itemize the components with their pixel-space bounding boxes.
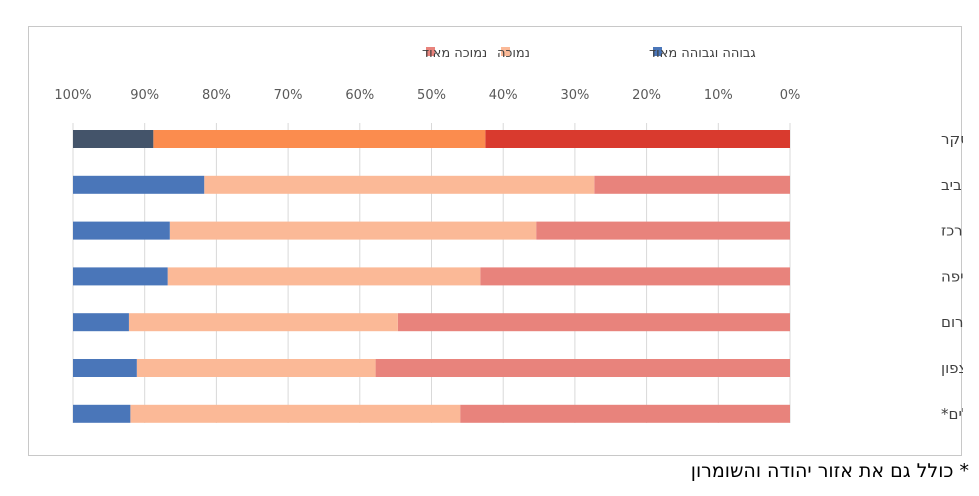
bar-segment xyxy=(460,404,790,423)
category-label: ירושלים* xyxy=(941,405,963,423)
bar-segment xyxy=(153,130,486,148)
legend-swatch xyxy=(426,47,435,56)
category-label: המרכז xyxy=(941,222,963,240)
bar-segment xyxy=(204,175,595,194)
bar-segment xyxy=(73,130,154,148)
x-tick-label: 100% xyxy=(54,88,91,103)
legend-swatch xyxy=(653,47,662,56)
bar-segment xyxy=(485,130,790,148)
category-label: הצפון xyxy=(941,359,963,377)
x-tick-label: 60% xyxy=(345,88,374,103)
bar-segment xyxy=(73,404,131,423)
stacked-bar-chart: נמוכה מאוד נמוכה גבוהה וגבוהה מאוד 0% 10% 20… xyxy=(54,46,963,423)
x-tick-label: 40% xyxy=(489,88,518,103)
bars xyxy=(73,130,790,423)
chart-frame: נמוכה מאוד נמוכה גבוהה וגבוהה מאוד 0% 10% 20… xyxy=(28,26,963,456)
x-tick-label: 30% xyxy=(560,88,589,103)
bar-segment xyxy=(73,267,168,286)
legend: נמוכה מאוד נמוכה גבוהה וגבוהה מאוד xyxy=(422,46,756,61)
category-label: תל אביב xyxy=(941,176,963,194)
bar-segment xyxy=(480,267,790,286)
x-axis-ticks: 0% 10% 20% 30% 40% 50% 60% 70% 80% 90% 100% xyxy=(54,88,800,103)
bar-segment xyxy=(397,313,790,332)
category-label: סך אוכלוסיית הסקר xyxy=(941,130,963,148)
bar-segment xyxy=(169,221,537,240)
bar-segment xyxy=(167,267,481,286)
category-labels: סך אוכלוסיית הסקר תל אביב המרכז חיפה הדרום הצ… xyxy=(941,130,963,423)
bar-segment xyxy=(73,313,129,332)
legend-label: נמוכה מאוד xyxy=(422,46,487,61)
x-tick-label: 70% xyxy=(274,88,303,103)
x-tick-label: 90% xyxy=(130,88,159,103)
x-tick-label: 0% xyxy=(780,88,801,103)
legend-label: נמוכה xyxy=(497,46,530,61)
footnote: * כולל גם את אזור יהודה והשומרון xyxy=(690,460,969,482)
bar-segment xyxy=(536,221,790,240)
x-tick-label: 20% xyxy=(632,88,661,103)
bar-segment xyxy=(130,404,461,423)
x-tick-label: 80% xyxy=(202,88,231,103)
bar-segment xyxy=(73,221,170,240)
legend-swatch xyxy=(501,47,510,56)
bar-segment xyxy=(136,359,376,377)
x-tick-label: 50% xyxy=(417,88,446,103)
legend-label: גבוהה וגבוהה מאוד xyxy=(649,46,756,61)
bar-segment xyxy=(128,313,398,332)
bar-segment xyxy=(73,359,137,377)
category-label: הדרום xyxy=(941,313,963,331)
category-label: חיפה xyxy=(941,267,963,285)
bar-segment xyxy=(375,359,790,377)
bar-segment xyxy=(594,175,790,194)
x-tick-label: 10% xyxy=(704,88,733,103)
bar-segment xyxy=(73,175,205,194)
